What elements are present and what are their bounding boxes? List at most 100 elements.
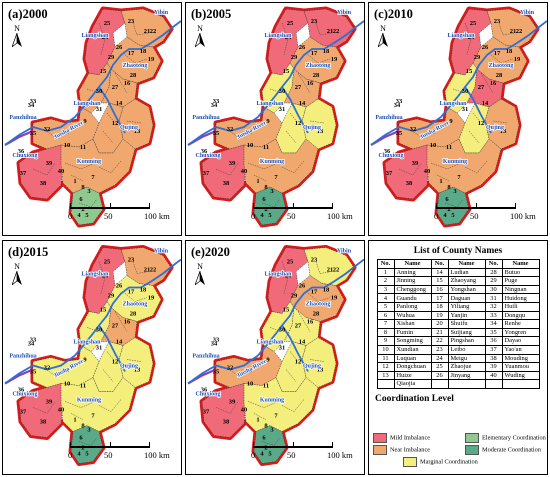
city-label: Qujing (486, 125, 504, 131)
county-number: 24 (285, 34, 292, 41)
table-row: 9 Songming 22 Pingshan 36 Dayao (376, 336, 540, 346)
county-number: 8 (447, 184, 451, 191)
county-name-cell: Zhaoyang (447, 276, 486, 286)
county-boundary (261, 437, 281, 446)
city-label: Yibin (337, 10, 352, 16)
county-number-cell: 31 (484, 293, 503, 303)
county-number: 31 (96, 345, 103, 352)
county-number-cell: 19 (430, 310, 449, 321)
city-label: Panzhihua (192, 354, 219, 360)
county-number: 26 (299, 283, 306, 290)
county-number: 37 (20, 409, 27, 416)
city-label: Zhaotong (489, 63, 514, 69)
county-number: 11 (263, 144, 269, 151)
county-number: 13 (134, 128, 141, 135)
city-label: Panzhihua (9, 115, 36, 121)
county-number: 26 (116, 283, 123, 290)
legend-label: Near Imbalance (390, 446, 431, 454)
region-map: 2524232221261819172029281615273014311312… (4, 6, 181, 228)
county-number: 18 (323, 287, 330, 294)
city-label: Liangshan (264, 33, 292, 39)
county-number: 33 (30, 98, 37, 105)
legend-item: Moderate Coordination (465, 445, 541, 455)
county-number: 3 (87, 427, 91, 434)
county-number: 12 (112, 120, 119, 127)
county-number: 11 (80, 383, 86, 390)
county-boundary (114, 72, 128, 94)
table-row: 13 Huize 26 Jinyang 40 Wuding (376, 370, 540, 381)
county-number: 21 (327, 267, 334, 274)
river-line (4, 258, 181, 385)
county-number-cell (430, 379, 449, 389)
county-number-cell: 33 (484, 310, 503, 321)
county-boundary (297, 311, 311, 332)
county-boundary (114, 311, 128, 332)
county-number: 9 (266, 357, 270, 364)
map-panel-4: 25 24 23 22 21 26 18 19 17 20 29 28 16 15 27 30 14 31 13 12… (185, 240, 365, 475)
county-number: 32 (410, 126, 417, 133)
county-number: 40 (58, 407, 65, 414)
county-number: 34 (394, 102, 401, 109)
scale-label: 50 (104, 211, 113, 221)
county-region (426, 138, 502, 194)
county-number: 5 (268, 451, 272, 458)
county-number: 40 (241, 407, 248, 414)
county-boundary (98, 22, 106, 56)
county-number: 38 (406, 180, 413, 187)
county-boundary (32, 162, 56, 176)
county-number: 35 (30, 369, 37, 376)
county-name-cell: Chenggong (393, 284, 432, 295)
scale-label: 0 (251, 450, 256, 460)
county-number: 22 (333, 28, 340, 35)
legend-swatch (403, 457, 417, 467)
county-number: 16 (307, 319, 314, 326)
scale-label: 100 km (327, 211, 353, 221)
county-number: 30 (96, 327, 103, 334)
county-number: 31 (96, 106, 103, 113)
county-name-cell: Renhe (501, 319, 540, 329)
county-number: 33 (30, 337, 37, 344)
county-number-cell: 35 (484, 327, 503, 338)
county-number: 10 (247, 142, 254, 149)
county-number: 14 (482, 100, 489, 107)
county-boundary (480, 72, 494, 94)
county-number: 13 (500, 128, 507, 135)
river-line (187, 20, 364, 146)
county-boundary (253, 413, 267, 420)
county-name-cell: Anning (393, 267, 432, 278)
map-panel-2: 25 24 23 22 21 26 18 19 17 20 29 28 16 15 27 30 14 31 13 12… (368, 2, 548, 236)
city-label: Zhaotong (306, 63, 331, 69)
scale-label: 100 km (510, 211, 536, 221)
north-label: N (14, 24, 20, 33)
county-number: 31 (279, 345, 286, 352)
county-number: 19 (514, 56, 521, 63)
county-boundary (398, 162, 422, 176)
county-number-cell: 10 (376, 344, 395, 355)
county-boundary (436, 174, 450, 182)
panel-title: (c)2010 (374, 7, 413, 21)
county-number: 20 (502, 62, 509, 69)
county-number-cell: 22 (430, 336, 449, 346)
county-number-cell: 3 (376, 284, 395, 295)
county-number: 29 (108, 293, 115, 300)
county-name-cell: Puge (501, 276, 540, 286)
county-number-cell: 1 (376, 267, 395, 278)
county-number: 27 (112, 323, 119, 330)
county-number-cell: 30 (484, 284, 503, 295)
county-number-cell: 25 (430, 362, 449, 372)
county-number: 6 (262, 435, 266, 442)
scale-label: 0 (434, 211, 439, 221)
city-label: Liangshan (256, 101, 284, 107)
county-number: 36 (18, 148, 25, 155)
county-number: 5 (85, 212, 89, 219)
county-boundary (488, 52, 514, 64)
county-number: 10 (64, 381, 71, 388)
county-number: 40 (58, 168, 65, 175)
county-number: 35 (213, 130, 220, 137)
county-boundary (269, 327, 283, 332)
river-line (4, 20, 181, 146)
city-label: Yibin (337, 249, 352, 255)
county-name-cell: Mouding (501, 353, 540, 364)
legend-swatch (465, 445, 479, 455)
county-number: 18 (323, 48, 330, 55)
